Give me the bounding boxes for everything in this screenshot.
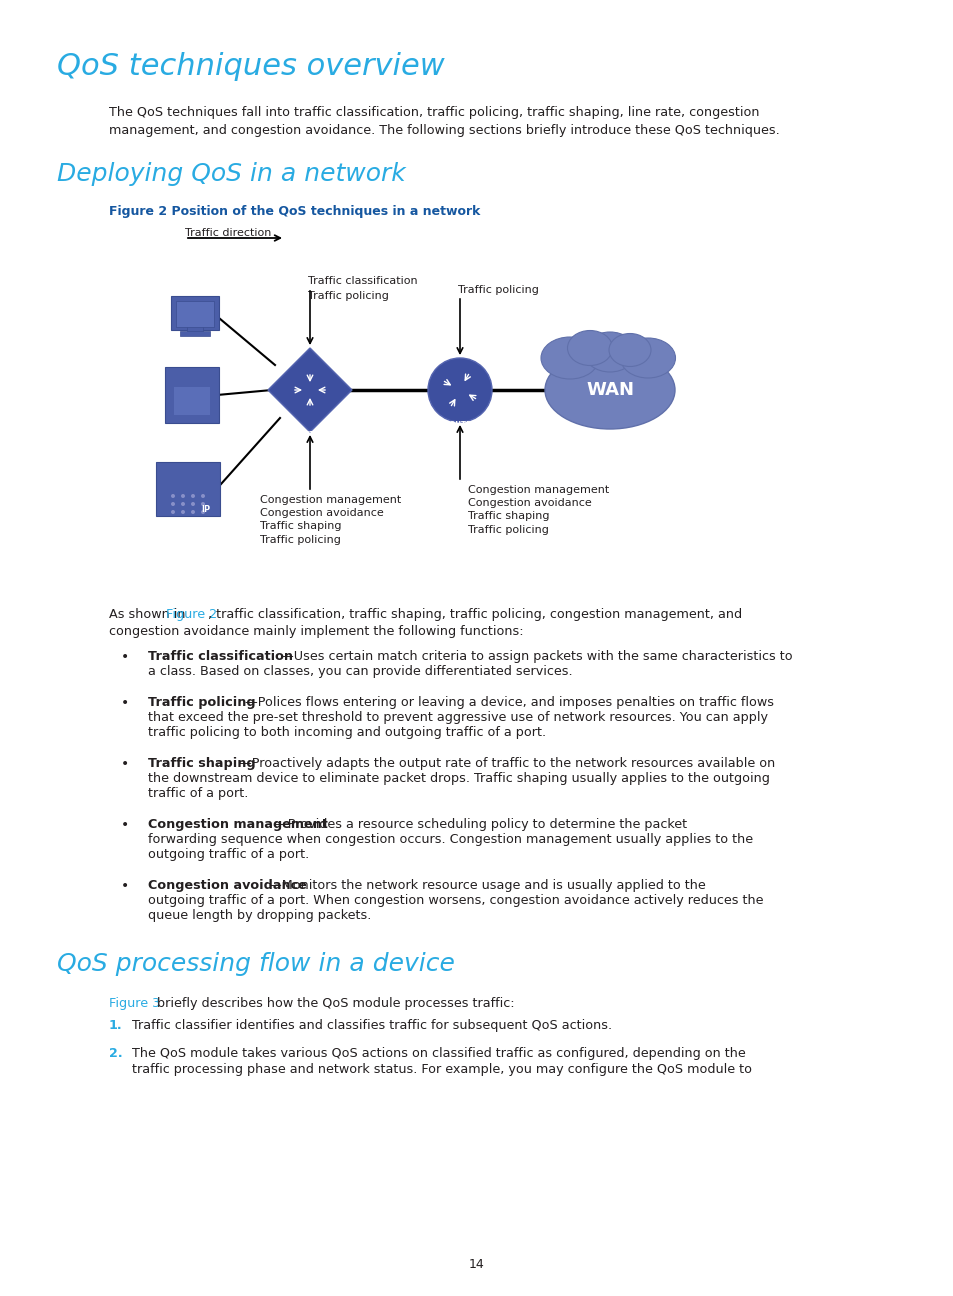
Circle shape [201, 494, 205, 498]
Text: Traffic policing: Traffic policing [148, 696, 255, 709]
Text: a class. Based on classes, you can provide differentiated services.: a class. Based on classes, you can provi… [148, 665, 572, 678]
FancyBboxPatch shape [156, 461, 220, 516]
Circle shape [171, 511, 174, 515]
Text: ROUTER: ROUTER [443, 421, 476, 426]
Text: —Proactively adapts the output rate of traffic to the network resources availabl: —Proactively adapts the output rate of t… [238, 757, 774, 770]
Text: SWITCH: SWITCH [294, 432, 325, 437]
FancyBboxPatch shape [165, 367, 219, 422]
Text: —Monitors the network resource usage and is usually applied to the: —Monitors the network resource usage and… [269, 879, 705, 892]
Text: Congestion avoidance: Congestion avoidance [148, 879, 307, 892]
Text: •: • [121, 696, 129, 710]
Text: •: • [121, 818, 129, 832]
Text: 2.: 2. [109, 1047, 123, 1060]
Text: that exceed the pre-set threshold to prevent aggressive use of network resources: that exceed the pre-set threshold to pre… [148, 712, 767, 724]
Text: •: • [121, 879, 129, 893]
Text: 14: 14 [469, 1258, 484, 1271]
Text: the downstream device to eliminate packet drops. Traffic shaping usually applies: the downstream device to eliminate packe… [148, 772, 769, 785]
Ellipse shape [567, 330, 612, 365]
Text: 1.: 1. [109, 1019, 123, 1032]
Text: congestion avoidance mainly implement the following functions:: congestion avoidance mainly implement th… [109, 625, 523, 638]
FancyBboxPatch shape [173, 388, 210, 415]
Text: Traffic shaping: Traffic shaping [148, 757, 255, 770]
Ellipse shape [544, 351, 675, 429]
Circle shape [181, 502, 185, 505]
Circle shape [428, 358, 492, 422]
Text: Figure 2 Position of the QoS techniques in a network: Figure 2 Position of the QoS techniques … [109, 205, 480, 218]
Text: Traffic policing: Traffic policing [468, 525, 548, 535]
FancyBboxPatch shape [187, 327, 203, 334]
Text: •: • [121, 651, 129, 664]
Text: Traffic classification: Traffic classification [308, 276, 417, 286]
Circle shape [171, 502, 174, 505]
Text: —Provides a resource scheduling policy to determine the packet: —Provides a resource scheduling policy t… [274, 818, 686, 831]
Text: traffic processing phase and network status. For example, you may configure the : traffic processing phase and network sta… [132, 1063, 751, 1076]
Text: Figure 2: Figure 2 [166, 608, 217, 621]
Text: •: • [121, 757, 129, 771]
Ellipse shape [619, 338, 675, 378]
Text: , traffic classification, traffic shaping, traffic policing, congestion manageme: , traffic classification, traffic shapin… [208, 608, 741, 621]
Text: queue length by dropping packets.: queue length by dropping packets. [148, 908, 371, 921]
Text: Traffic policing: Traffic policing [260, 535, 340, 546]
FancyBboxPatch shape [171, 295, 219, 330]
Circle shape [171, 494, 174, 498]
Text: Traffic policing: Traffic policing [457, 285, 538, 295]
Circle shape [191, 502, 194, 505]
Text: IP: IP [201, 505, 211, 515]
Text: traffic of a port.: traffic of a port. [148, 787, 248, 800]
Text: Traffic classification: Traffic classification [148, 651, 293, 664]
Text: Traffic shaping: Traffic shaping [468, 511, 549, 521]
Text: traffic policing to both incoming and outgoing traffic of a port.: traffic policing to both incoming and ou… [148, 726, 545, 739]
Text: Congestion management: Congestion management [260, 495, 401, 505]
Text: —Polices flows entering or leaving a device, and imposes penalties on traffic fl: —Polices flows entering or leaving a dev… [245, 696, 773, 709]
Text: QoS techniques overview: QoS techniques overview [57, 52, 444, 80]
Text: QoS processing flow in a device: QoS processing flow in a device [57, 953, 455, 976]
Text: Congestion management: Congestion management [148, 818, 328, 831]
Text: Congestion avoidance: Congestion avoidance [260, 508, 383, 518]
Text: forwarding sequence when congestion occurs. Congestion management usually applie: forwarding sequence when congestion occu… [148, 833, 752, 846]
Text: Traffic policing: Traffic policing [308, 292, 389, 301]
Ellipse shape [583, 332, 636, 372]
Text: WAN: WAN [585, 381, 634, 399]
Text: Figure 3: Figure 3 [109, 997, 160, 1010]
Ellipse shape [540, 337, 598, 378]
Text: Congestion management: Congestion management [468, 485, 609, 495]
Circle shape [201, 502, 205, 505]
Text: —Uses certain match criteria to assign packets with the same characteristics to: —Uses certain match criteria to assign p… [281, 651, 792, 664]
FancyBboxPatch shape [180, 330, 210, 336]
Text: management, and congestion avoidance. The following sections briefly introduce t: management, and congestion avoidance. Th… [109, 124, 779, 137]
Text: Traffic direction: Traffic direction [185, 228, 271, 238]
Ellipse shape [608, 333, 650, 367]
Circle shape [191, 494, 194, 498]
Circle shape [201, 511, 205, 515]
Circle shape [191, 511, 194, 515]
Text: outgoing traffic of a port.: outgoing traffic of a port. [148, 848, 309, 861]
Text: outgoing traffic of a port. When congestion worsens, congestion avoidance active: outgoing traffic of a port. When congest… [148, 894, 762, 907]
Text: Traffic classifier identifies and classifies traffic for subsequent QoS actions.: Traffic classifier identifies and classi… [132, 1019, 612, 1032]
Text: As shown in: As shown in [109, 608, 190, 621]
Circle shape [181, 511, 185, 515]
Text: Congestion avoidance: Congestion avoidance [468, 498, 591, 508]
Text: The QoS techniques fall into traffic classification, traffic policing, traffic s: The QoS techniques fall into traffic cla… [109, 106, 759, 119]
Text: briefly describes how the QoS module processes traffic:: briefly describes how the QoS module pro… [152, 997, 514, 1010]
FancyBboxPatch shape [175, 301, 213, 327]
Circle shape [181, 494, 185, 498]
Text: Traffic shaping: Traffic shaping [260, 521, 341, 531]
Polygon shape [268, 349, 352, 432]
Text: The QoS module takes various QoS actions on classified traffic as configured, de: The QoS module takes various QoS actions… [132, 1047, 745, 1060]
Text: Deploying QoS in a network: Deploying QoS in a network [57, 162, 405, 187]
